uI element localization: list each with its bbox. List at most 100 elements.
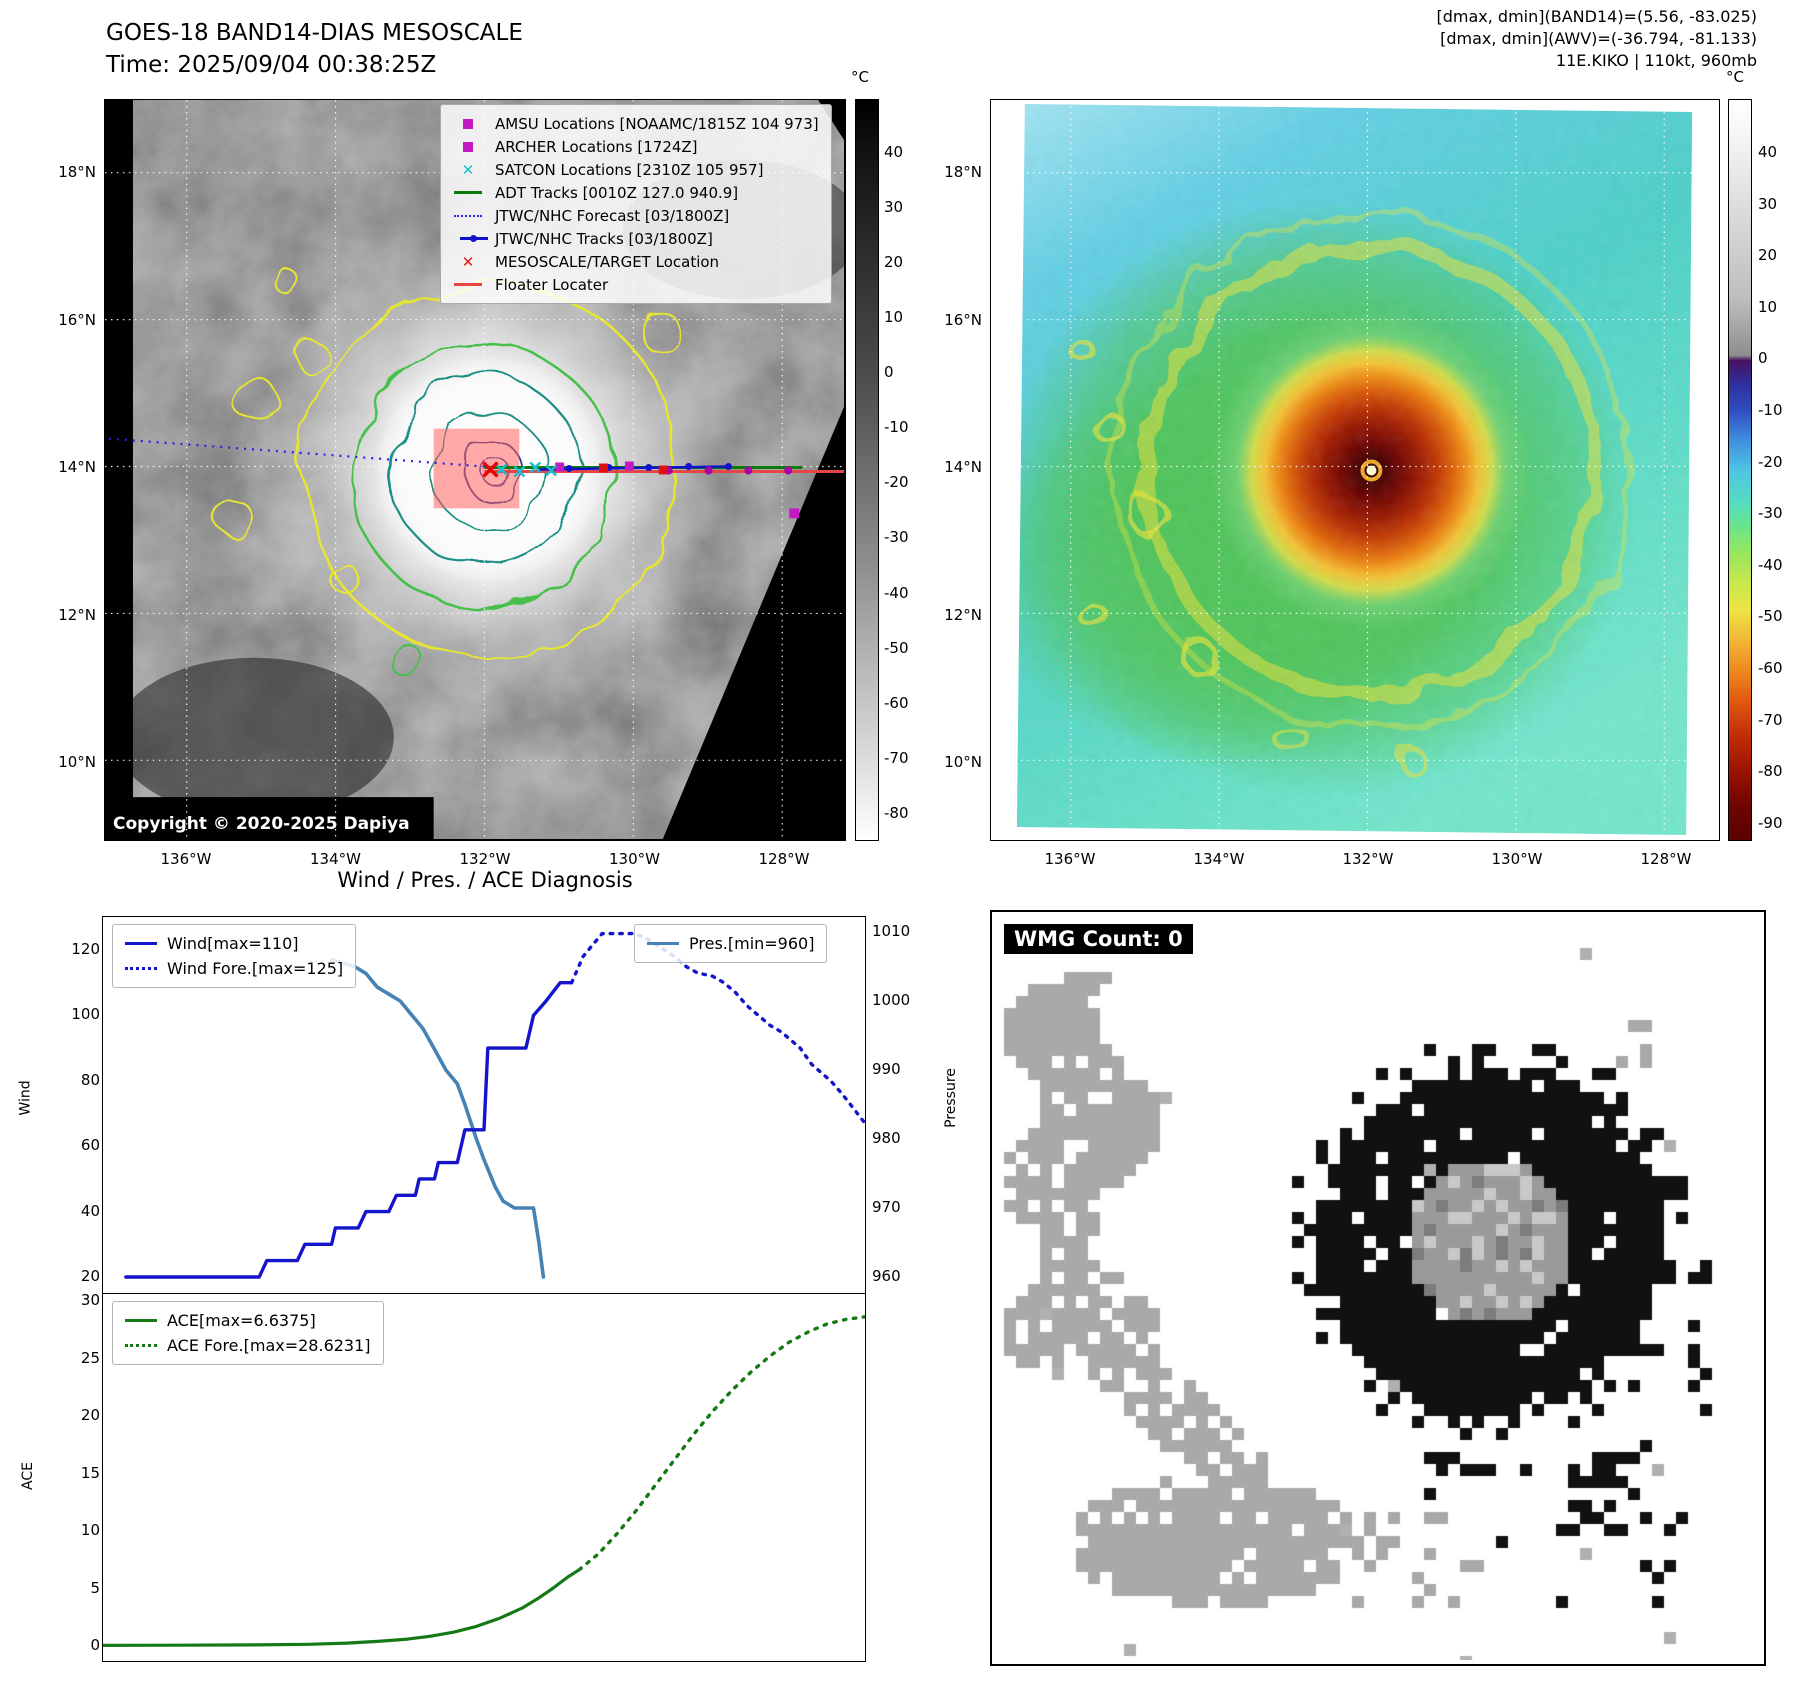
line-marker-icon xyxy=(449,283,487,286)
ace-tick: 20 xyxy=(80,1406,100,1424)
pressure-tick: 990 xyxy=(872,1060,901,1078)
awv-colorbar-tick: 10 xyxy=(1758,297,1778,316)
band14-colorbar-tick: 0 xyxy=(884,363,894,381)
diagnosis-chart-title: Wind / Pres. / ACE Diagnosis xyxy=(337,868,633,892)
ace-forecast-swatch xyxy=(125,1344,157,1347)
lon-tick: 134°W xyxy=(310,850,361,868)
wind-legend: Wind[max=110] Wind Fore.[max=125] xyxy=(112,924,357,988)
ace-tick: 25 xyxy=(80,1348,100,1367)
map-legend-item: AMSU Locations [NOAAMC/1815Z 104 973] xyxy=(449,112,819,135)
awv-satellite-image xyxy=(991,100,1718,839)
band14-colorbar-tick: 10 xyxy=(884,308,904,326)
lon-tick: 128°W xyxy=(758,850,810,868)
band14-colorbar-tick: 40 xyxy=(884,143,904,161)
track-overlay xyxy=(108,437,844,519)
pressure-legend-label: Pres.[min=960] xyxy=(689,934,815,953)
awv-colorbar-tick: 20 xyxy=(1758,246,1778,265)
lon-tick: 136°W xyxy=(160,850,212,868)
ace-legend-label: ACE[max=6.6375] xyxy=(167,1311,316,1330)
map-legend-label: JTWC/NHC Forecast [03/1800Z] xyxy=(495,206,730,225)
pressure-tick: 970 xyxy=(872,1198,901,1216)
map-legend-label: Floater Locater xyxy=(495,275,609,294)
awv-colorbar-tick: -60 xyxy=(1758,659,1783,677)
wind-tick: 40 xyxy=(80,1201,100,1220)
x-marker-icon: ✕ xyxy=(461,160,475,179)
awv-colorbar-tick: -50 xyxy=(1758,607,1783,626)
ace-tick: 0 xyxy=(90,1636,100,1654)
ace-line-swatch xyxy=(125,1319,157,1322)
ace-tick: 10 xyxy=(80,1521,100,1539)
map-legend: AMSU Locations [NOAAMC/1815Z 104 973] ARC… xyxy=(440,104,832,304)
wmg-pixel-image xyxy=(992,912,1760,1660)
map-legend-label: AMSU Locations [NOAAMC/1815Z 104 973] xyxy=(495,114,819,133)
lat-tick: 10°N xyxy=(944,753,982,771)
awv-colorbar-tick: -70 xyxy=(1758,710,1783,729)
pressure-line-swatch xyxy=(647,942,679,945)
lat-tick: 14°N xyxy=(944,458,982,476)
band14-colorbar-tick: -30 xyxy=(884,528,909,546)
ace-tick: 30 xyxy=(80,1291,100,1309)
lon-tick: 130°W xyxy=(609,850,660,868)
map-legend-item: ARCHER Locations [1724Z] xyxy=(449,135,819,158)
x-marker-icon: ✕ xyxy=(461,252,475,271)
map-legend-item: Floater Locater xyxy=(449,273,819,296)
map-legend-label: ARCHER Locations [1724Z] xyxy=(495,137,698,156)
band14-colorbar-tick: -50 xyxy=(884,639,909,657)
map-legend-label: SATCON Locations [2310Z 105 957] xyxy=(495,160,764,179)
band14-colorbar xyxy=(855,99,879,841)
map-legend-label: ADT Tracks [0010Z 127.0 940.9] xyxy=(495,183,739,202)
wind-line-swatch xyxy=(125,942,157,945)
lon-tick: 128°W xyxy=(1640,850,1692,868)
band14-colorbar-tick: -40 xyxy=(884,584,909,602)
ace-legend: ACE[max=6.6375] ACE Fore.[max=28.6231] xyxy=(112,1301,384,1365)
ace-forecast-legend-label: ACE Fore.[max=28.6231] xyxy=(167,1336,371,1355)
ace-axis-label: ACE xyxy=(19,1462,36,1490)
awv-colorbar-tick: 0 xyxy=(1758,349,1768,368)
square-marker-icon xyxy=(449,118,487,129)
line-marker-icon xyxy=(449,191,487,194)
left-colorbar-unit: °C xyxy=(851,68,869,86)
dmax-dmin-band14: [dmax, dmin](BAND14)=(5.56, -83.025) xyxy=(1436,7,1758,26)
ace-tick: 15 xyxy=(80,1463,100,1482)
lat-tick: 16°N xyxy=(58,310,96,329)
wind-tick: 20 xyxy=(80,1267,100,1285)
ace-tick: 5 xyxy=(90,1578,100,1597)
lat-tick: 18°N xyxy=(58,163,96,181)
lat-tick: 12°N xyxy=(58,605,96,624)
wind-tick: 60 xyxy=(80,1136,100,1155)
band14-colorbar-tick: 20 xyxy=(884,253,904,271)
right-panel-header: [dmax, dmin](BAND14)=(5.56, -83.025) [dm… xyxy=(1437,6,1758,72)
awv-satellite-map xyxy=(990,99,1720,841)
map-legend-label: MESOSCALE/TARGET Location xyxy=(495,252,720,271)
lon-tick: 136°W xyxy=(1044,850,1096,868)
wind-forecast-legend-label: Wind Fore.[max=125] xyxy=(167,959,344,978)
wind-axis-label: Wind xyxy=(17,1080,34,1116)
lon-tick: 132°W xyxy=(1342,850,1394,868)
wind-forecast-swatch xyxy=(125,967,157,970)
copyright: Copyright © 2020-2025 Dapiya xyxy=(113,814,410,834)
wind-legend-label: Wind[max=110] xyxy=(167,934,299,953)
lat-tick: 12°N xyxy=(944,605,982,624)
pressure-tick: 980 xyxy=(872,1129,901,1147)
left-panel-title: GOES-18 BAND14-DIAS MESOSCALE xyxy=(106,20,523,46)
latlon-grid xyxy=(991,100,1718,839)
lon-tick: 132°W xyxy=(459,850,511,868)
map-legend-item: JTWC/NHC Tracks [03/1800Z] xyxy=(449,227,819,250)
dmax-dmin-awv: [dmax, dmin](AWV)=(-36.794, -81.133) xyxy=(1440,29,1757,48)
band14-colorbar-tick: -10 xyxy=(884,418,909,436)
awv-colorbar-tick: 40 xyxy=(1758,143,1778,161)
pressure-axis-label: Pressure xyxy=(942,1068,959,1128)
awv-colorbar-tick: -10 xyxy=(1758,401,1783,419)
pressure-tick: 960 xyxy=(872,1267,901,1285)
line-dot-marker-icon xyxy=(449,235,488,242)
map-legend-item: ✕ SATCON Locations [2310Z 105 957] xyxy=(449,158,819,181)
band14-colorbar-tick: -80 xyxy=(884,804,909,822)
dotted-line-marker-icon xyxy=(449,214,487,217)
storm-id-intensity: 11E.KIKO | 110kt, 960mb xyxy=(1555,51,1757,70)
right-colorbar-unit: °C xyxy=(1726,68,1744,86)
band14-colorbar-tick: -60 xyxy=(884,694,909,712)
pressure-tick: 1000 xyxy=(872,991,911,1009)
map-legend-item: ADT Tracks [0010Z 127.0 940.9] xyxy=(449,181,819,204)
map-legend-item: ✕ MESOSCALE/TARGET Location xyxy=(449,250,819,273)
